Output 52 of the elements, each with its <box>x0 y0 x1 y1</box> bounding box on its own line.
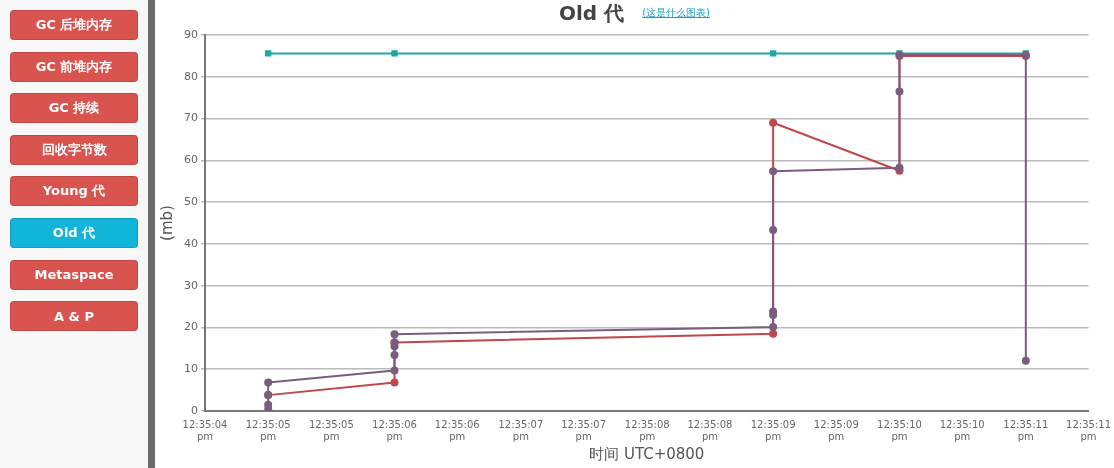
x-tick-label: 12:35:04 pm <box>182 418 228 442</box>
point <box>391 50 398 57</box>
y-tick-label: 0 <box>191 403 198 417</box>
text: GC 持续 <box>10 93 138 124</box>
point <box>895 87 904 96</box>
x-tick-label: 12:35:11 pm <box>1066 418 1111 442</box>
x-tick-label: 12:35:05 pm <box>245 418 291 442</box>
point <box>769 118 778 127</box>
y-tick-label: 10 <box>184 362 198 376</box>
point <box>390 330 399 339</box>
y-tick-label: 40 <box>184 236 198 250</box>
y-tick-label: 60 <box>184 153 198 167</box>
point <box>769 50 777 57</box>
x-tick-label: 12:35:08 pm <box>687 418 733 442</box>
point <box>769 329 778 338</box>
x-tick-label: 12:35:11 pm <box>1003 418 1049 442</box>
y-axis-title: (mb) <box>157 205 176 241</box>
x-tick-label: 12:35:07 pm <box>561 418 607 442</box>
text: Young 代 <box>10 176 138 207</box>
x-tick-label: 12:35:09 pm <box>813 418 859 442</box>
point <box>769 167 778 176</box>
text: Metaspace <box>10 259 138 290</box>
y-tick-label: 70 <box>184 111 198 125</box>
point <box>769 323 778 332</box>
y-tick-label: 20 <box>184 320 198 334</box>
x-tick-label: 12:35:05 pm <box>308 418 354 442</box>
text: GC 后堆内存 <box>10 10 138 40</box>
text: GC 前堆内存 <box>10 51 138 82</box>
text: 回收字节数 <box>10 134 138 165</box>
point <box>1021 356 1030 365</box>
x-tick-label: 12:35:06 pm <box>434 418 480 442</box>
x-axis-title: 时间 UTC+0800 <box>589 444 705 463</box>
text: (这是什么图表) <box>642 7 710 18</box>
point <box>390 366 399 375</box>
y-tick-label: 90 <box>184 27 198 41</box>
y-tick-label: 80 <box>184 69 198 83</box>
y-tick-label: 50 <box>184 194 198 208</box>
chart-title: Old 代 <box>559 1 625 25</box>
y-tick-label: 30 <box>184 278 198 292</box>
point <box>390 351 399 360</box>
x-tick-label: 12:35:09 pm <box>750 418 796 442</box>
x-tick-label: 12:35:10 pm <box>939 418 985 442</box>
point <box>390 378 399 387</box>
point <box>769 226 778 235</box>
point <box>264 378 273 387</box>
x-tick-label: 12:35:08 pm <box>624 418 670 442</box>
x-tick-label: 12:35:10 pm <box>877 418 922 442</box>
text: Old 代 <box>10 218 138 248</box>
x-tick-label: 12:35:07 pm <box>498 418 544 442</box>
point <box>264 50 272 57</box>
x-tick-label: 12:35:06 pm <box>372 418 417 442</box>
text: A & P <box>10 301 138 332</box>
